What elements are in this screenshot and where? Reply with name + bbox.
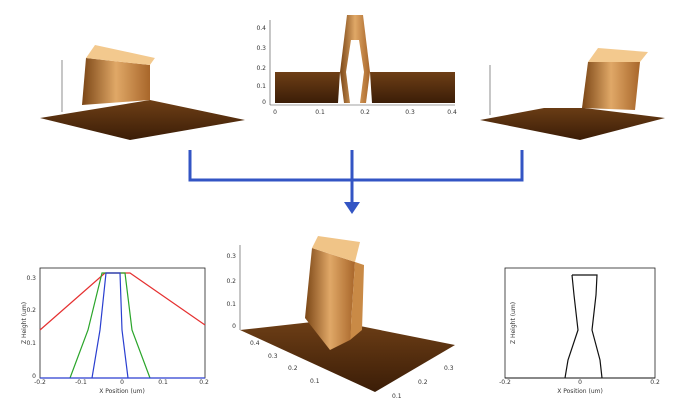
tick-label: 0.2 [650,379,660,386]
tick-label: -0.2 [34,379,46,386]
surface-plot-top-right [480,48,665,140]
tick-label: 0.2 [199,379,209,386]
profile-plot-bottom-right: -0.2 0 0.2 X Position (um) Z Height (um) [499,267,660,395]
axis-label: Z Height (um) [21,302,28,344]
surface-plot-top-center: 0.4 0.3 0.2 0.1 0 0 0.1 0.2 0.3 0.4 [256,15,457,116]
axis-label: Z Height (um) [510,302,517,344]
tick-label: 0 [32,373,36,380]
tick-label: 0.3 [256,45,266,52]
tick-label: 0 [232,323,236,330]
tick-label: 0.3 [26,275,36,282]
tick-label: 0 [273,109,277,116]
tick-label: 0.1 [310,378,320,385]
tick-label: 0.1 [26,340,36,347]
tick-label: 0.4 [447,109,457,116]
tick-label: 0.2 [418,379,428,386]
tick-label: -0.2 [499,379,511,386]
tick-label: 0.2 [226,278,236,285]
tick-label: 0 [120,379,124,386]
tick-label: 0.2 [360,109,370,116]
tick-label: 0.3 [444,365,454,372]
tick-label: 0.1 [226,301,236,308]
tick-label: 0.3 [268,353,278,360]
tick-label: 0.2 [288,365,298,372]
tick-label: 0.2 [256,65,266,72]
surface-plot-top-left [40,45,245,140]
tick-label: 0.1 [315,109,325,116]
connector [188,150,524,205]
arrow-head [344,202,360,214]
profile-plot-bottom-left: -0.2 -0.1 0 0.1 0.2 0.3 0.2 0.1 0 X Posi… [21,267,209,395]
tick-label: 0.2 [26,307,36,314]
axis-label: X Position (um) [99,388,145,395]
axis-label: X Position (um) [557,388,603,395]
tick-label: 0.4 [250,340,260,347]
surface-plot-bottom-center: 0.3 0.2 0.1 0 0.4 0.3 0.2 0.1 0.1 0.2 0.… [226,236,455,400]
tick-label: -0.1 [75,379,87,386]
tick-label: 0 [578,379,582,386]
tick-label: 0.1 [256,83,266,90]
tick-label: 0.1 [158,379,168,386]
tick-label: 0.1 [392,393,402,400]
tick-label: 0.3 [405,109,415,116]
tick-label: 0.3 [226,253,236,260]
tick-label: 0 [262,99,266,106]
tick-label: 0.4 [256,25,266,32]
